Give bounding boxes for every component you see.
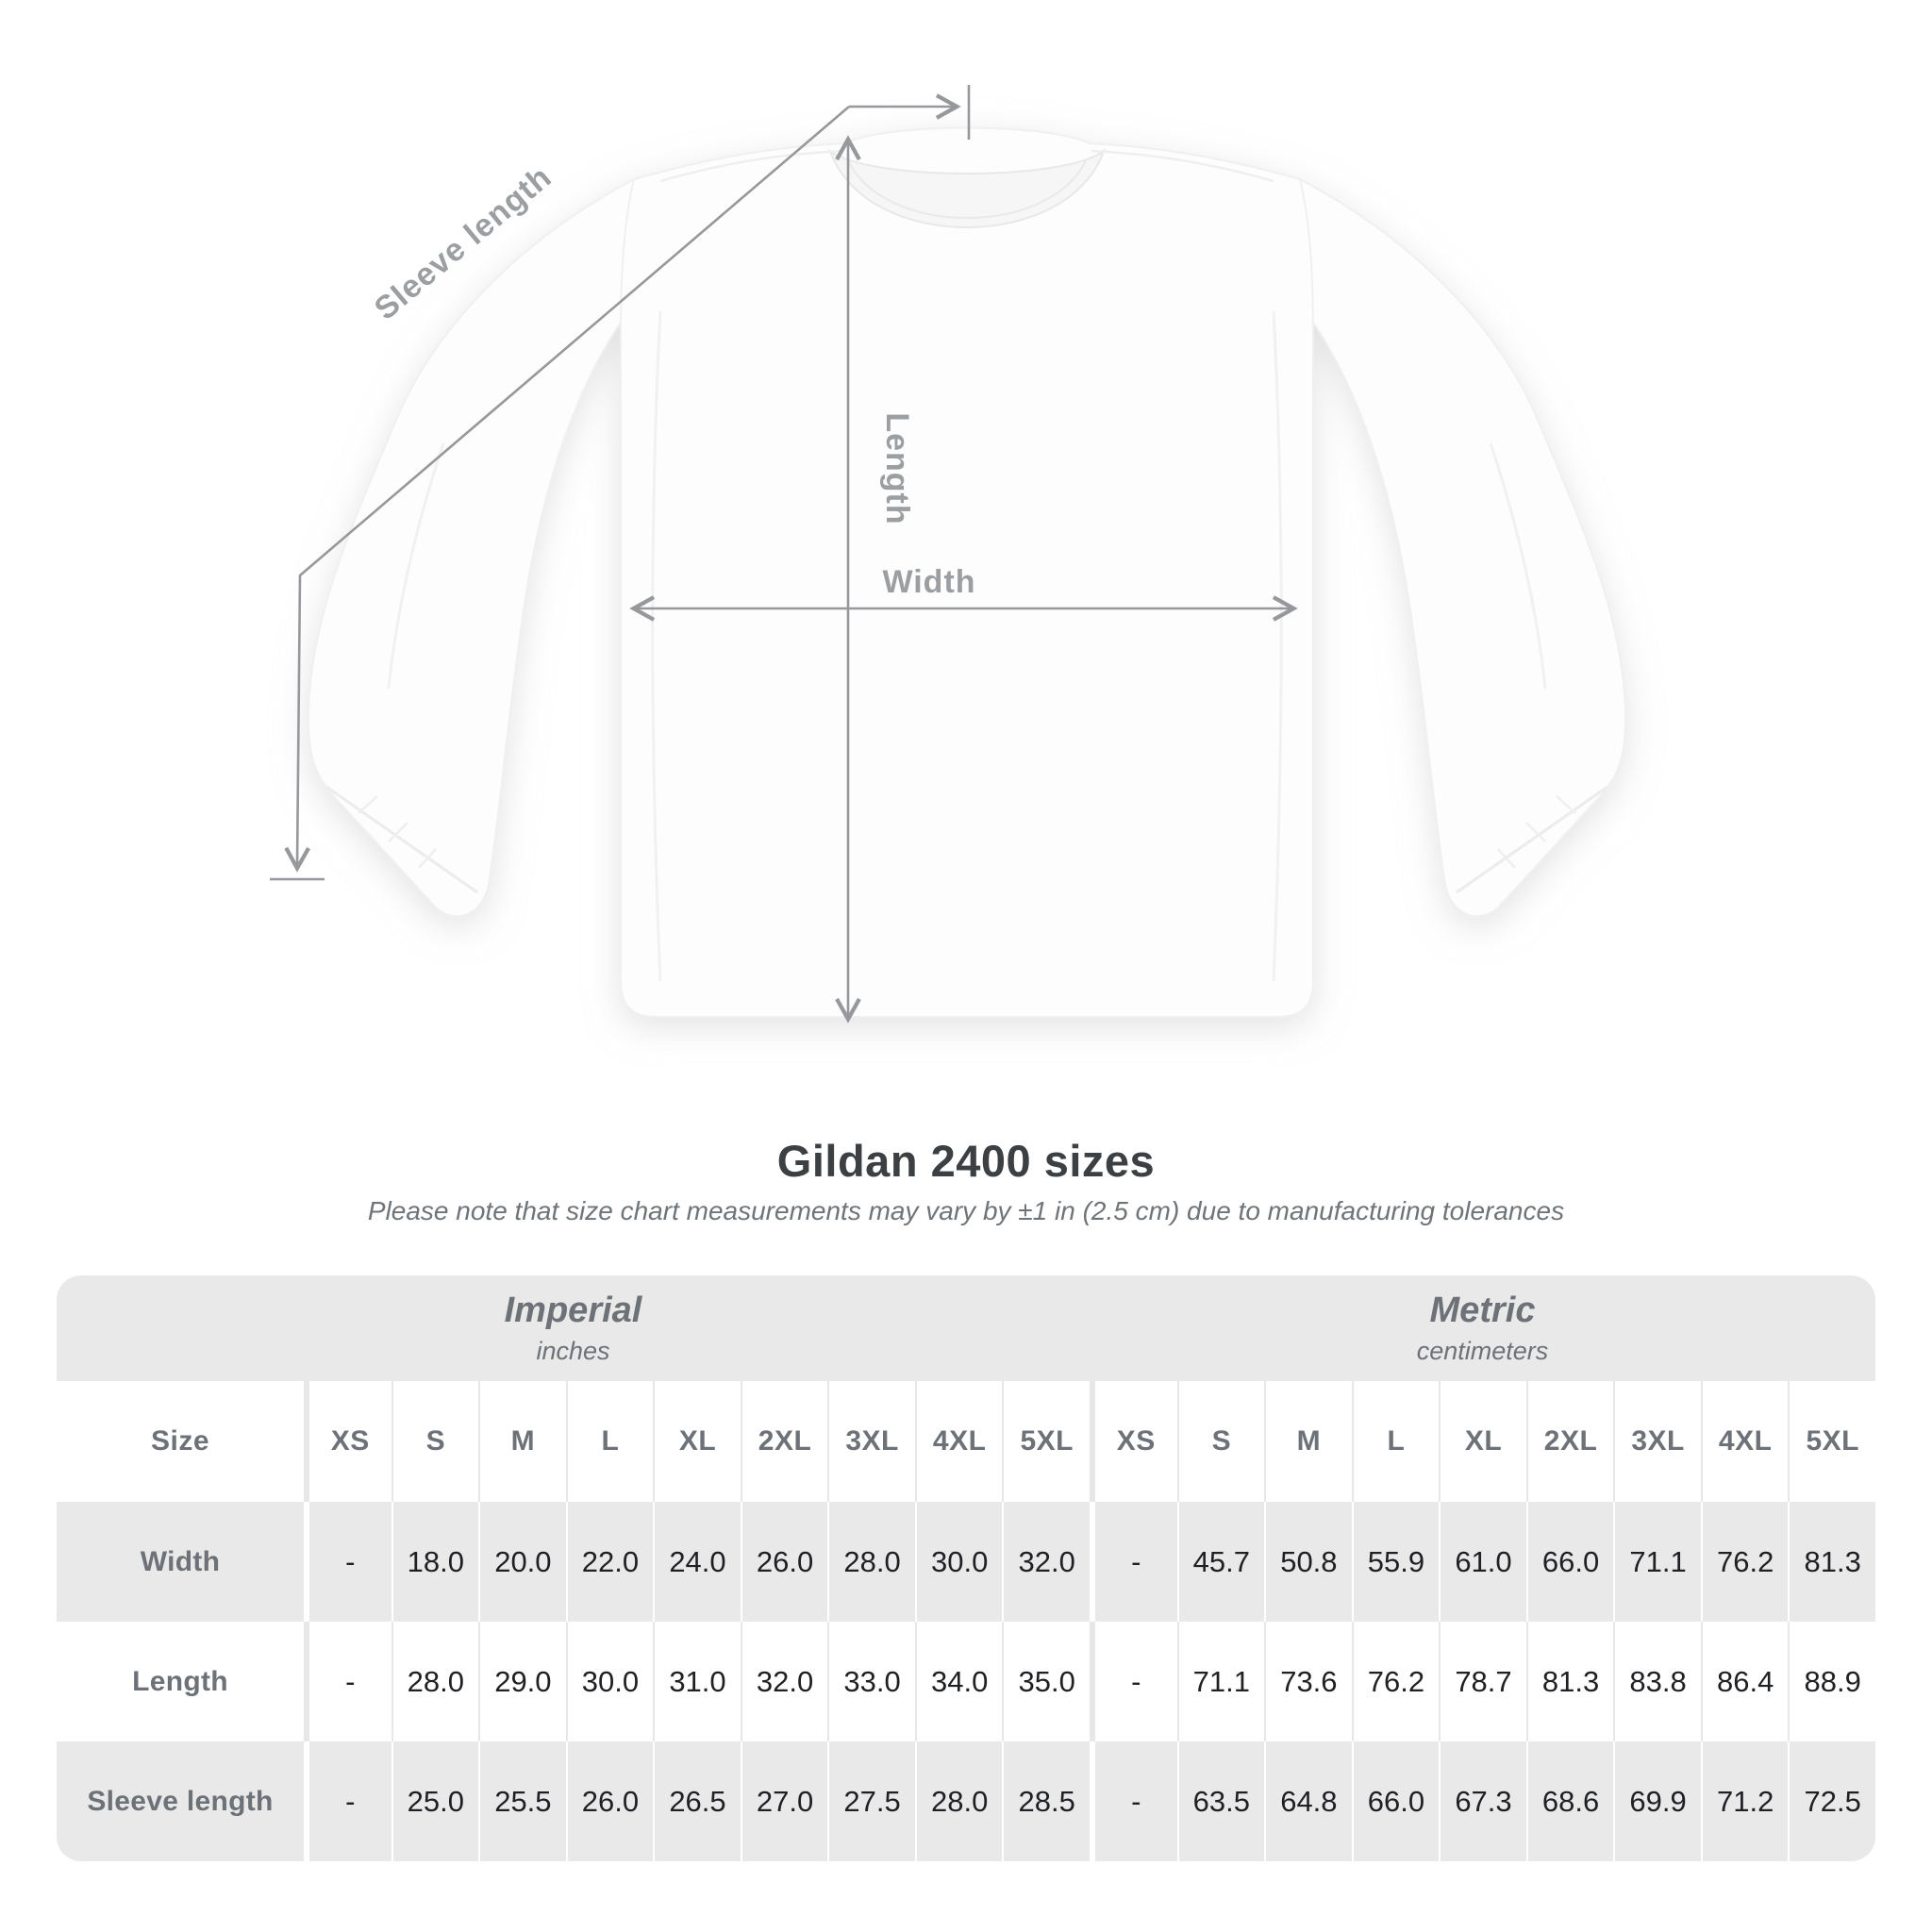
measurement-label: Width [57, 1502, 304, 1622]
value-cell: 64.8 [1264, 1741, 1352, 1861]
value-cell: 50.8 [1264, 1502, 1352, 1622]
size-header-metric-xl: XL [1439, 1381, 1526, 1502]
size-column-header: Size [57, 1381, 304, 1502]
value-cell: 76.2 [1700, 1502, 1789, 1622]
length-label: Length [879, 412, 915, 525]
unit-group-metric: Metric centimeters [1090, 1275, 1875, 1381]
sleeve-length-line [284, 106, 850, 873]
value-cell: 71.1 [1176, 1622, 1265, 1741]
value-cell: 67.3 [1439, 1741, 1526, 1861]
value-cell: 30.0 [565, 1622, 654, 1741]
value-cell: 33.0 [827, 1622, 915, 1741]
value-cell: - [1090, 1502, 1177, 1622]
size-header-imperial-s: S [391, 1381, 479, 1502]
size-header-imperial-l: L [565, 1381, 654, 1502]
shirt-graphic: Sleeve length Length Width [270, 85, 1627, 1024]
value-cell: 69.9 [1613, 1741, 1701, 1861]
measurement-label: Sleeve length [57, 1741, 304, 1861]
left-cuff-seam [325, 785, 478, 894]
measurement-label: Length [57, 1622, 304, 1741]
value-cell: 22.0 [565, 1502, 654, 1622]
value-cell: 26.0 [565, 1741, 654, 1861]
unit-group-name: Imperial [504, 1291, 642, 1330]
size-header-imperial-2xl: 2XL [740, 1381, 828, 1502]
value-cell: 29.0 [478, 1622, 566, 1741]
value-cell: 20.0 [478, 1502, 566, 1622]
size-header-metric-m: M [1264, 1381, 1352, 1502]
value-cell: - [304, 1502, 391, 1622]
size-header-metric-2xl: 2XL [1525, 1381, 1614, 1502]
value-cell: 61.0 [1439, 1502, 1526, 1622]
value-cell: 66.0 [1525, 1502, 1614, 1622]
right-cuff-seam [1456, 785, 1608, 894]
value-cell: 26.5 [653, 1741, 741, 1861]
size-header-metric-5xl: 5XL [1788, 1381, 1875, 1502]
value-cell: 63.5 [1176, 1741, 1265, 1861]
value-cell: 71.2 [1700, 1741, 1789, 1861]
width-label: Width [882, 564, 975, 600]
unit-group-unit: inches [536, 1337, 610, 1365]
value-cell: 30.0 [914, 1502, 1003, 1622]
size-header-imperial-xs: XS [304, 1381, 391, 1502]
value-cell: 26.0 [740, 1502, 828, 1622]
size-header-imperial-m: M [478, 1381, 566, 1502]
value-cell: 78.7 [1439, 1622, 1526, 1741]
value-cell: 55.9 [1351, 1502, 1440, 1622]
value-cell: 86.4 [1700, 1622, 1789, 1741]
shirt-diagram: Sleeve length Length Width [270, 85, 1627, 1024]
size-header-metric-l: L [1351, 1381, 1440, 1502]
value-cell: 18.0 [391, 1502, 479, 1622]
value-cell: 45.7 [1176, 1502, 1265, 1622]
value-cell: 27.0 [740, 1741, 828, 1861]
value-cell: 25.0 [391, 1741, 479, 1861]
size-header-imperial-3xl: 3XL [827, 1381, 915, 1502]
value-cell: 76.2 [1351, 1622, 1440, 1741]
size-header-imperial-5xl: 5XL [1002, 1381, 1090, 1502]
shirt-collar [827, 148, 1107, 228]
value-cell: 71.1 [1613, 1502, 1701, 1622]
value-cell: 24.0 [653, 1502, 741, 1622]
value-cell: 81.3 [1525, 1622, 1614, 1741]
measurement-annotations [270, 85, 1298, 1024]
value-cell: - [1090, 1741, 1177, 1861]
value-cell: - [304, 1622, 391, 1741]
unit-group-unit: centimeters [1416, 1337, 1549, 1365]
size-header-metric-4xl: 4XL [1700, 1381, 1789, 1502]
size-header-metric-s: S [1176, 1381, 1265, 1502]
size-header-metric-xs: XS [1090, 1381, 1177, 1502]
value-cell: 72.5 [1788, 1741, 1875, 1861]
unit-group-name: Metric [1429, 1291, 1536, 1330]
unit-group-imperial: Imperial inches [57, 1275, 1090, 1381]
tolerance-note: Please note that size chart measurements… [367, 1196, 1565, 1225]
value-cell: 32.0 [1002, 1502, 1090, 1622]
value-cell: 28.0 [827, 1502, 915, 1622]
value-cell: - [304, 1741, 391, 1861]
value-cell: 28.0 [914, 1741, 1003, 1861]
shirt-silhouette [307, 126, 1627, 1018]
value-cell: 34.0 [914, 1622, 1003, 1741]
value-cell: 88.9 [1788, 1622, 1875, 1741]
size-header-imperial-4xl: 4XL [914, 1381, 1003, 1502]
value-cell: 68.6 [1525, 1741, 1614, 1861]
size-header-imperial-xl: XL [653, 1381, 741, 1502]
value-cell: 83.8 [1613, 1622, 1701, 1741]
value-cell: 27.5 [827, 1741, 915, 1861]
value-cell: 73.6 [1264, 1622, 1352, 1741]
value-cell: 66.0 [1351, 1741, 1440, 1861]
value-cell: 25.5 [478, 1741, 566, 1861]
value-cell: 32.0 [740, 1622, 828, 1741]
size-header-metric-3xl: 3XL [1613, 1381, 1701, 1502]
page-title: Gildan 2400 sizes [776, 1136, 1156, 1186]
value-cell: 35.0 [1002, 1622, 1090, 1741]
value-cell: 28.5 [1002, 1741, 1090, 1861]
size-table: Imperial inches Metric centimeters Size XS S M L… [57, 1275, 1875, 1861]
value-cell: 31.0 [653, 1622, 741, 1741]
value-cell: 28.0 [391, 1622, 479, 1741]
value-cell: 81.3 [1788, 1502, 1875, 1622]
value-cell: - [1090, 1622, 1177, 1741]
